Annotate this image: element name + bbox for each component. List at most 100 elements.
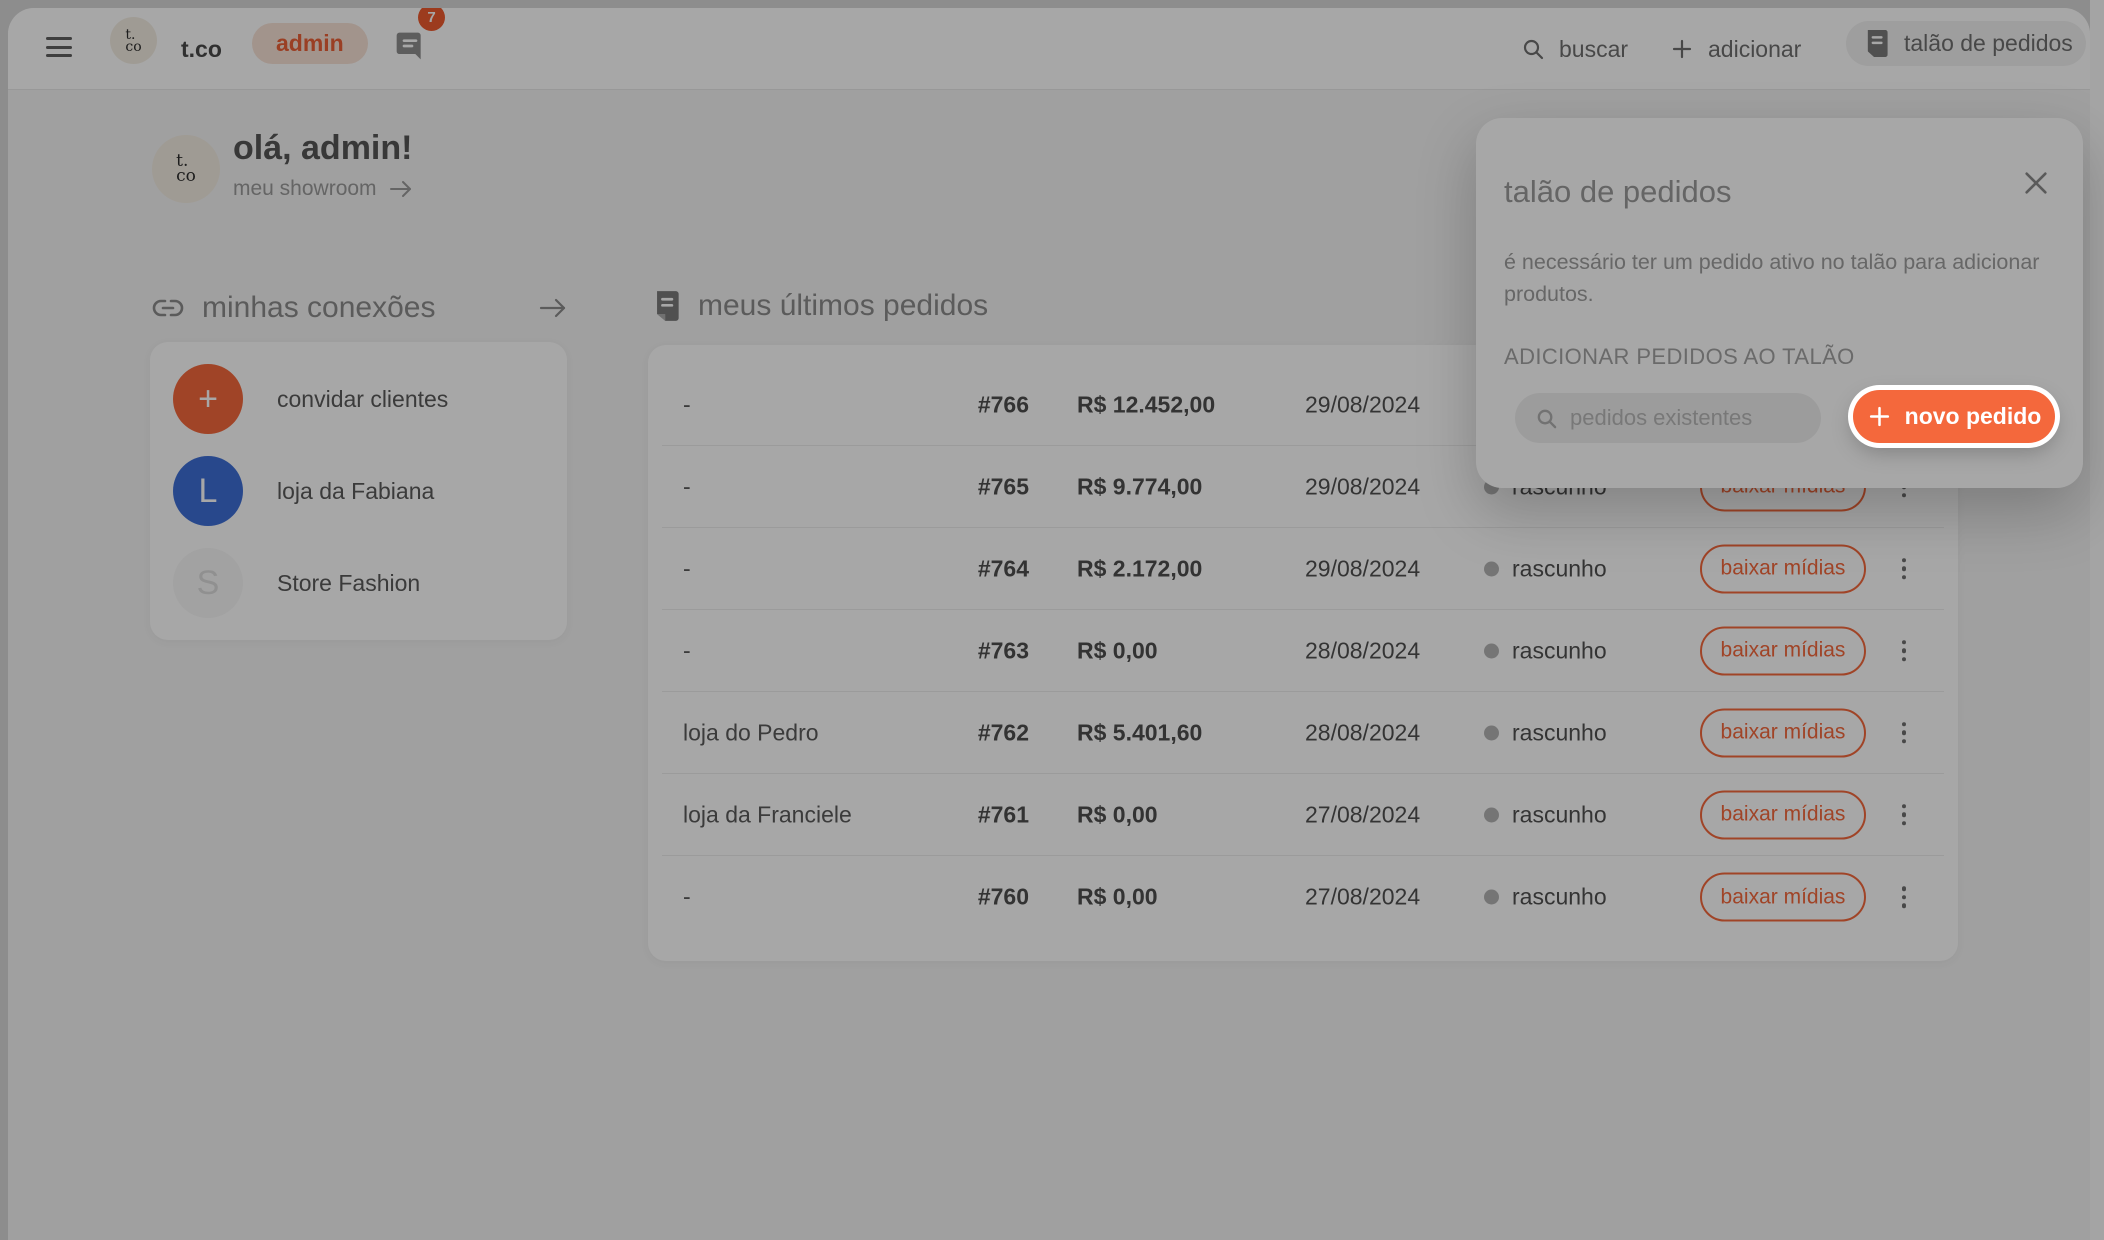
user-avatar[interactable]: t. co [152,135,220,203]
download-media-button[interactable]: baixar mídias [1700,544,1866,593]
order-client: loja do Pedro [683,719,819,745]
order-status: rascunho [1512,555,1607,581]
order-value: R$ 0,00 [1077,801,1158,827]
order-row[interactable]: - #760 R$ 0,00 27/08/2024 rascunho baixa… [662,856,1944,938]
order-value: R$ 9.774,00 [1077,473,1203,499]
app-window: t. co t.co admin 7 buscar [8,8,2090,1240]
download-media-button[interactable]: baixar mídias [1700,626,1866,675]
order-value: R$ 0,00 [1077,883,1158,910]
connection-avatar: S [173,548,243,618]
order-status: rascunho [1512,801,1607,827]
orders-title: meus últimos pedidos [698,289,989,322]
order-number: #765 [977,473,1029,499]
chat-icon[interactable] [394,30,426,62]
kebab-menu-icon[interactable] [1895,721,1913,744]
order-client: - [683,883,691,910]
order-row[interactable]: - #763 R$ 0,00 28/08/2024 rascunho baixa… [662,610,1944,692]
user-avatar-text: t. co [176,151,196,186]
order-number: #763 [977,637,1029,663]
download-media-button[interactable]: baixar mídias [1700,872,1866,922]
kebab-menu-icon[interactable] [1895,803,1913,826]
status-dot-icon [1484,889,1499,905]
connections-title: minhas conexões [202,291,436,324]
order-client: - [683,473,691,499]
orderpad-label: talão de pedidos [1904,30,2073,56]
brand-logo-text: t. co [125,26,142,55]
order-row[interactable]: loja do Pedro #762 R$ 5.401,60 28/08/202… [662,692,1944,774]
existing-orders-input[interactable] [1570,405,1790,431]
close-icon[interactable] [2019,166,2053,200]
kebab-menu-icon[interactable] [1895,639,1913,662]
kebab-menu-icon[interactable] [1895,886,1913,908]
add-label: adicionar [1708,35,1802,62]
order-date: 29/08/2024 [1305,555,1421,581]
order-status: rascunho [1512,637,1607,663]
order-date: 27/08/2024 [1305,883,1421,910]
search-icon [1521,37,1545,61]
connection-label: convidar clientes [277,385,449,412]
status-dot-icon [1484,807,1499,822]
connections-arrow-icon[interactable] [538,296,568,320]
connection-avatar: + [173,364,243,434]
notification-badge: 7 [418,8,445,31]
new-order-label: novo pedido [1904,403,2042,429]
orders-header: meus últimos pedidos [653,289,988,323]
plus-icon [1670,37,1694,61]
order-client: loja da Franciele [683,801,852,827]
order-number: #760 [977,883,1029,910]
kebab-menu-icon[interactable] [1895,557,1913,580]
order-client: - [683,391,691,417]
order-value: R$ 12.452,00 [1077,391,1216,417]
brand-logo[interactable]: t. co [110,17,157,64]
connection-item[interactable]: L loja da Fabiana [150,456,567,526]
role-badge: admin [252,23,368,64]
order-pad-icon [1864,30,1889,57]
order-row[interactable]: loja da Franciele #761 R$ 0,00 27/08/202… [662,774,1944,856]
plus-icon [1867,404,1892,429]
order-number: #761 [977,801,1029,827]
showroom-link[interactable]: meu showroom [233,177,413,201]
order-date: 27/08/2024 [1305,801,1421,827]
hamburger-menu-icon[interactable] [46,37,72,61]
download-media-button[interactable]: baixar mídias [1700,790,1866,839]
order-status: rascunho [1512,719,1607,745]
search-icon [1535,407,1558,430]
order-status: rascunho [1512,883,1607,910]
new-order-button[interactable]: novo pedido [1853,390,2055,443]
order-value: R$ 0,00 [1077,637,1158,663]
status-dot-icon [1484,561,1499,576]
arrow-right-icon [389,179,413,199]
status-dot-icon [1484,725,1499,740]
order-date: 28/08/2024 [1305,637,1421,663]
order-date: 28/08/2024 [1305,719,1421,745]
connection-item[interactable]: S Store Fashion [150,548,567,618]
navbar: t. co t.co admin 7 buscar [8,8,2090,90]
add-button[interactable]: adicionar [1670,8,1801,90]
existing-orders-search[interactable] [1515,393,1821,443]
order-value: R$ 5.401,60 [1077,719,1203,745]
order-row[interactable]: - #764 R$ 2.172,00 29/08/2024 rascunho b… [662,528,1944,610]
page-title: olá, admin! [233,129,413,167]
popup-description: é necessário ter um pedido ativo no talã… [1504,250,2040,306]
status-dot-icon [1484,643,1499,658]
order-number: #762 [977,719,1029,745]
order-date: 29/08/2024 [1305,391,1421,417]
order-number: #764 [977,555,1029,581]
order-value: R$ 2.172,00 [1077,555,1203,581]
connections-card: + convidar clientes L loja da Fabiana S … [150,342,567,640]
scrollbar[interactable] [2090,0,2104,1240]
search-button[interactable]: buscar [1521,8,1628,90]
connections-header: minhas conexões [152,291,568,325]
link-icon [152,297,184,319]
download-media-button[interactable]: baixar mídias [1700,708,1866,757]
orderpad-button[interactable]: talão de pedidos [1846,21,2086,66]
connection-avatar: L [173,456,243,526]
connection-label: loja da Fabiana [277,477,435,504]
order-number: #766 [977,391,1029,417]
brand-name: t.co [181,36,222,62]
order-date: 29/08/2024 [1305,473,1421,499]
connection-item[interactable]: + convidar clientes [150,364,567,434]
orderpad-popup: talão de pedidos é necessário ter um ped… [1476,118,2083,488]
showroom-label: meu showroom [233,177,377,200]
